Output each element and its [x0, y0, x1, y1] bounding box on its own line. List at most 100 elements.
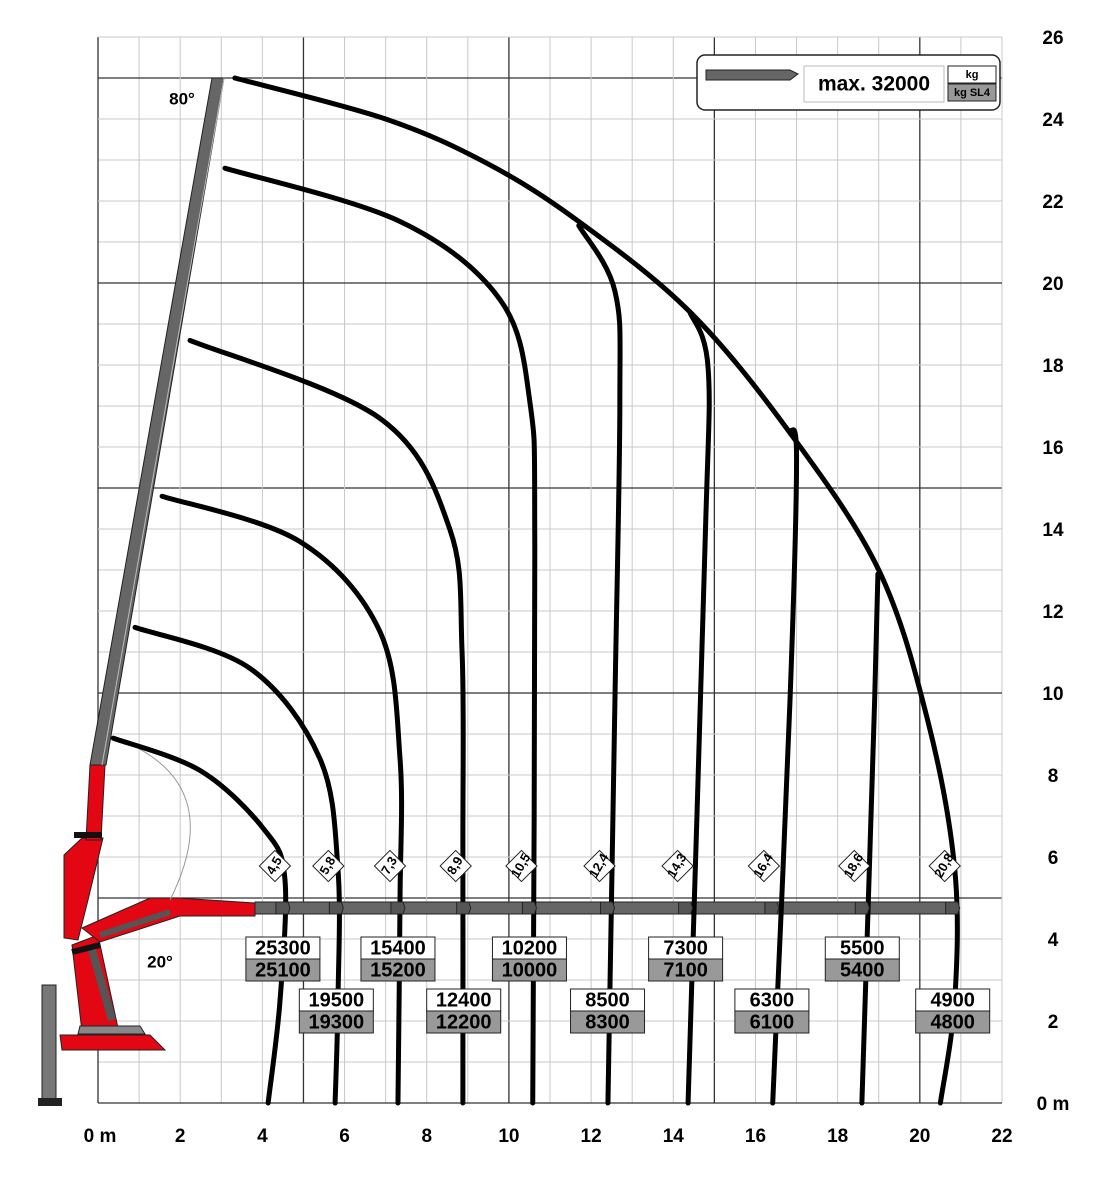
- legend-unit: kg: [966, 69, 979, 81]
- y-tick-label: 4: [1048, 930, 1059, 951]
- y-tick-label: 2: [1048, 1012, 1059, 1033]
- reach-label-box: [439, 849, 472, 883]
- x-tick-label: 4: [257, 1126, 268, 1147]
- y-tick-label: 0 m: [1037, 1094, 1070, 1115]
- load-sl4-label: 5400: [840, 959, 885, 981]
- x-tick-label: 22: [991, 1126, 1012, 1147]
- y-tick-label: 16: [1042, 438, 1063, 459]
- reach-curve: [576, 223, 623, 1106]
- y-tick-label: 26: [1042, 28, 1063, 49]
- y-tick-label: 8: [1048, 766, 1059, 787]
- reach-marker: [764, 901, 780, 915]
- load-sl4-box: [298, 1010, 374, 1034]
- x-tick-label: 18: [827, 1126, 848, 1147]
- fold-cylinder: [99, 909, 171, 938]
- y-tick-label: 18: [1042, 356, 1063, 377]
- load-sl4-label: 6100: [750, 1011, 795, 1033]
- load-sl4-box: [426, 1010, 502, 1034]
- load-label: 25300: [255, 937, 311, 959]
- load-sl4-label: 7100: [663, 959, 708, 981]
- load-sl4-box: [915, 1010, 991, 1034]
- load-sl4-label: 4800: [930, 1011, 975, 1033]
- reach-curve: [222, 165, 538, 1106]
- y-tick-label: 20: [1042, 274, 1063, 295]
- x-tick-label: 2: [175, 1126, 186, 1147]
- load-label: 12400: [436, 989, 492, 1011]
- reach-marker: [328, 901, 344, 915]
- x-tick-label: 10: [498, 1126, 519, 1147]
- legend-unit-sl4: kg SL4: [954, 87, 991, 99]
- x-tick-label: 12: [581, 1126, 602, 1147]
- reach-marker: [600, 901, 616, 915]
- load-sl4-label: 8300: [585, 1011, 630, 1033]
- load-sl4-box: [824, 958, 900, 982]
- load-sl4-box: [491, 958, 567, 982]
- cylinder-pin: [71, 942, 101, 955]
- y-tick-label: 24: [1042, 110, 1064, 131]
- reach-marker: [945, 901, 961, 915]
- x-tick-label: 20: [909, 1126, 930, 1147]
- y-tick-label: 14: [1042, 520, 1064, 541]
- crane-boom-root: [85, 764, 106, 841]
- telescopic-boom-80: [89, 77, 225, 766]
- legend-label: max. 32000: [818, 73, 930, 96]
- curves: 4,525300251005,819500193007,315400152008…: [110, 75, 991, 1106]
- reach-marker: [456, 901, 472, 915]
- reach-curve: [232, 75, 960, 1106]
- angle-label: 80°: [169, 89, 195, 108]
- reach-curve: [859, 571, 881, 1106]
- y-tick-label: 12: [1042, 602, 1063, 623]
- legend-unit-box: [947, 65, 997, 84]
- reach-label-box: [747, 849, 781, 883]
- x-tick-label: 16: [745, 1126, 766, 1147]
- reach-label-box: [258, 849, 292, 883]
- reach-label-box: [838, 849, 871, 883]
- x-tick-label: 0 m: [84, 1126, 117, 1147]
- load-sl4-box: [648, 958, 724, 982]
- x-tick-label: 8: [421, 1126, 432, 1147]
- reach-curve: [685, 309, 712, 1106]
- crane-base: [59, 1034, 167, 1051]
- crane-column: [41, 984, 57, 1101]
- reach-label-box: [373, 849, 407, 883]
- reach-label-box: [583, 849, 616, 883]
- crane: [38, 77, 256, 1106]
- legend-label-box: [803, 65, 945, 103]
- load-label: 5500: [840, 937, 885, 959]
- reach-marker: [678, 901, 694, 915]
- load-label: 4900: [930, 989, 975, 1011]
- legend-unit-sl4-box: [947, 83, 997, 102]
- boom-guide: [101, 77, 225, 766]
- load-label: 10200: [502, 937, 558, 959]
- crane-plate: [77, 1025, 146, 1035]
- load-label: 8500: [585, 989, 630, 1011]
- angle-label: 20°: [147, 952, 173, 971]
- reach-label-box: [312, 849, 345, 883]
- load-label: 15400: [370, 937, 426, 959]
- lift-cylinder: [88, 948, 116, 1022]
- y-tick-label: 10: [1042, 684, 1063, 705]
- load-sl4-box: [360, 958, 436, 982]
- reach-marker: [275, 901, 291, 915]
- load-sl4-label: 25100: [255, 959, 311, 981]
- y-tick-label: 22: [1042, 192, 1063, 213]
- load-label: 6300: [750, 989, 795, 1011]
- load-label: 7300: [663, 937, 708, 959]
- legend-icon: [705, 69, 799, 81]
- legend: max. 32000 kg kg SL4: [696, 54, 1001, 111]
- reach-label-box: [661, 849, 694, 883]
- reach-marker: [521, 901, 537, 915]
- load-sl4-label: 12200: [436, 1011, 492, 1033]
- crane-foot: [38, 1098, 62, 1106]
- load-sl4-box: [570, 1010, 646, 1034]
- load-sl4-label: 19300: [309, 1011, 365, 1033]
- reach-marker: [854, 901, 870, 915]
- load-sl4-box: [245, 958, 321, 982]
- load-label: 19500: [309, 989, 365, 1011]
- load-sl4-box: [734, 1010, 810, 1034]
- reach-marker: [390, 901, 406, 915]
- reach-label-box: [505, 849, 538, 883]
- x-tick-label: 6: [339, 1126, 350, 1147]
- reach-label-box: [928, 849, 961, 883]
